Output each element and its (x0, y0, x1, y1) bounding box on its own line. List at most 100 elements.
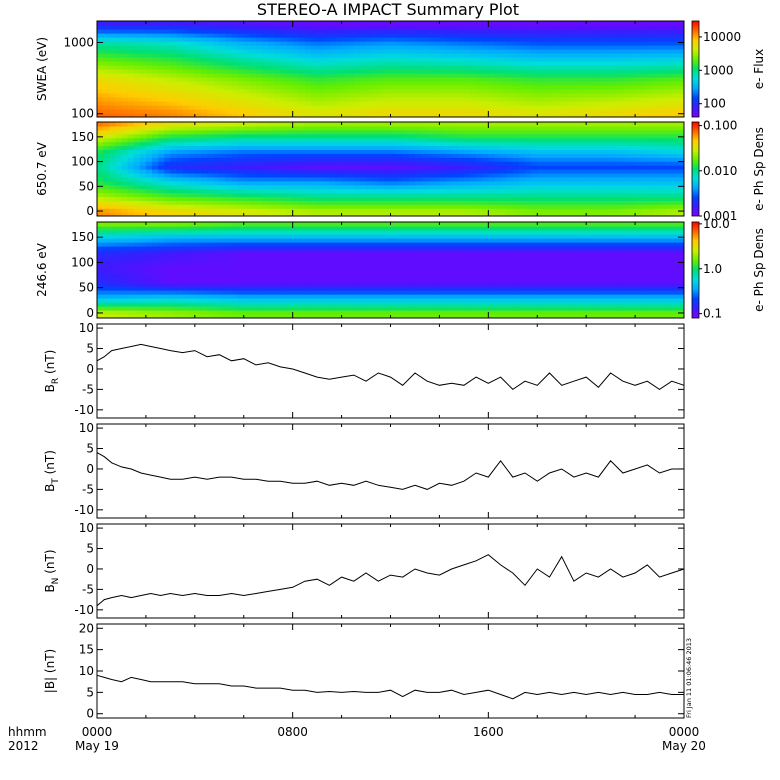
spectrogram-cell (335, 306, 343, 311)
spectrogram-cell (207, 196, 214, 201)
spectrogram-cell (677, 208, 684, 213)
spectrogram-cell (268, 53, 275, 58)
spectrogram-cell (121, 25, 129, 30)
spectrogram-cell (213, 172, 220, 178)
spectrogram-cell (152, 129, 159, 135)
spectrogram-cell (304, 192, 312, 198)
spectrogram-cell (610, 165, 618, 170)
spectrogram-cell (384, 77, 392, 82)
spectrogram-cell (384, 153, 392, 158)
spectrogram-cell (598, 81, 606, 86)
spectrogram-cell (616, 306, 624, 311)
spectrogram-cell (158, 73, 165, 78)
spectrogram-cell (396, 65, 404, 70)
spectrogram-cell (145, 41, 153, 46)
spectrogram-cell (164, 314, 171, 318)
spectrogram-cell (335, 149, 343, 154)
spectrogram-cell (378, 149, 385, 154)
spectrogram-cell (396, 145, 404, 151)
spectrogram-cell (323, 21, 330, 26)
spectrogram-cell (421, 145, 428, 151)
spectrogram-cell (225, 129, 233, 135)
spectrogram-cell (665, 196, 673, 201)
spectrogram-cell (225, 73, 233, 78)
spectrogram-cell (225, 192, 233, 198)
spectrogram-cell (139, 85, 147, 90)
spectrogram-cell (476, 165, 483, 170)
spectrogram-cell (537, 149, 544, 154)
spectrogram-cell (506, 93, 514, 98)
spectrogram-cell (500, 85, 508, 90)
spectrogram-cell (127, 113, 135, 117)
spectrogram-cell (347, 49, 355, 54)
spectrogram-cell (280, 145, 288, 151)
spectrogram-cell (457, 141, 465, 147)
spectrogram-cell (671, 101, 679, 106)
spectrogram-cell (317, 157, 324, 162)
spectrogram-cell (237, 141, 245, 147)
spectrogram-cell (408, 133, 416, 139)
spectrogram-cell (145, 101, 153, 106)
spectrogram-cell (402, 176, 410, 182)
spectrogram-cell (317, 145, 324, 151)
spectrogram-cell (329, 122, 337, 127)
spectrogram-cell (402, 137, 410, 143)
spectrogram-cell (439, 172, 447, 178)
spectrogram-cell (378, 69, 385, 74)
spectrogram-cell (482, 204, 489, 209)
spectrogram-cell (463, 157, 471, 162)
spectrogram-cell (255, 109, 263, 114)
spectrogram-cell (262, 125, 269, 131)
spectrogram-cell (580, 310, 587, 315)
spectrogram-cell (158, 125, 165, 131)
spectrogram-cell (610, 21, 618, 26)
spectrogram-cell (641, 109, 648, 114)
spectrogram-cell (500, 137, 508, 143)
spectrogram-cell (671, 180, 679, 186)
spectrogram-cell (408, 49, 416, 54)
spectrogram-cell (543, 21, 551, 26)
spectrogram-cell (592, 37, 599, 42)
spectrogram-cell (353, 41, 361, 46)
spectrogram-cell (445, 169, 453, 174)
spectrogram-cell (176, 184, 184, 190)
spectrogram-cell (677, 61, 684, 66)
spectrogram-cell (604, 45, 612, 50)
spectrogram-cell (543, 192, 551, 198)
spectrogram-cell (317, 49, 324, 54)
spectrogram-cell (488, 314, 496, 318)
spectrogram-cell (592, 314, 599, 318)
spectrogram-cell (103, 85, 110, 90)
spectrogram-cell (115, 302, 123, 307)
spectrogram-cell (537, 29, 544, 34)
spectrogram-cell (341, 69, 349, 74)
spectrogram-cell (292, 141, 300, 147)
spectrogram-cell (262, 306, 269, 311)
spectrogram-cell (653, 53, 661, 58)
spectrogram-cell (500, 161, 508, 166)
spectrogram-cell (476, 204, 483, 209)
spectrogram-cell (616, 188, 624, 194)
spectrogram-cell (488, 25, 496, 30)
spectrogram-cell (341, 41, 349, 46)
spectrogram-cell (421, 69, 428, 74)
spectrogram-cell (665, 81, 673, 86)
spectrogram-cell (292, 85, 300, 90)
spectrogram-cell (445, 200, 453, 205)
spectrogram-cell (677, 57, 684, 62)
spectrogram-cell (231, 57, 239, 62)
spectrogram-cell (414, 184, 422, 190)
spectrogram-cell (476, 61, 483, 66)
spectrogram-cell (145, 65, 153, 70)
spectrogram-cell (298, 125, 306, 131)
spectrogram-cell (280, 306, 288, 311)
spectrogram-cell (671, 200, 679, 205)
spectrogram-cell (482, 145, 489, 151)
spectrogram-cell (604, 81, 612, 86)
spectrogram-cell (384, 45, 392, 50)
spectrogram-cell (506, 212, 514, 216)
spectrogram-cell (451, 192, 459, 198)
spectrogram-cell (396, 129, 404, 135)
spectrogram-cell (451, 77, 459, 82)
spectrogram-cell (317, 314, 324, 318)
